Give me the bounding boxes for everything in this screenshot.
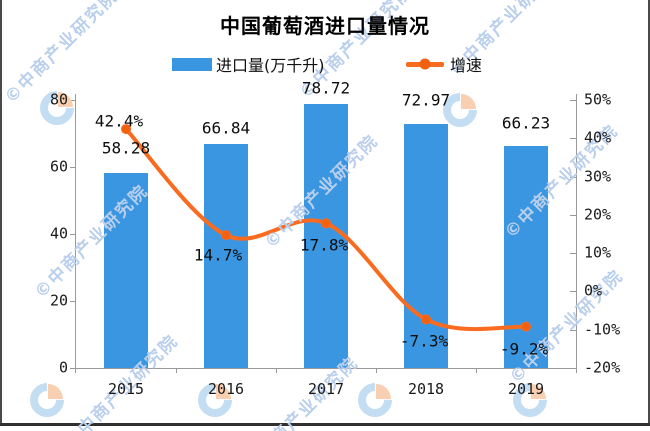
growth-point-2017	[321, 218, 331, 229]
axis-tick	[70, 301, 75, 302]
growth-value-2019: -9.2%	[499, 339, 549, 359]
y-right-tick-20%: 20%	[584, 205, 612, 224]
axis-tick	[570, 138, 576, 140]
axis-tick	[276, 368, 277, 373]
y-left-tick-60: 60	[49, 157, 68, 176]
growth-point-2016	[221, 230, 231, 241]
x-tick-2018: 2018	[407, 380, 445, 398]
y-left-tick-80: 80	[49, 90, 68, 109]
x-tick-2016: 2016	[207, 380, 245, 398]
axis-tick	[570, 214, 576, 216]
axis-tick	[570, 329, 576, 331]
x-tick-2017: 2017	[307, 380, 345, 398]
legend-label-import-volume: 进口量(万千升)	[216, 56, 325, 75]
y-left-tick-0: 0	[58, 358, 68, 377]
legend-label-growth-rate: 增速	[450, 56, 483, 75]
legend-item-import-volume: 进口量(万千升)	[172, 52, 325, 76]
bar-value-2018: 72.97	[401, 90, 451, 110]
axis-tick	[70, 368, 75, 369]
axis-tick	[70, 167, 75, 168]
y-right-tick--20%: -20%	[584, 358, 621, 377]
y-left-tick-20: 20	[49, 291, 68, 310]
line-marker-icon	[419, 58, 431, 70]
y-left-tick-40: 40	[49, 224, 68, 243]
image-bottom-border	[0, 423, 650, 426]
axis-tick	[476, 368, 477, 373]
axis-tick	[70, 100, 75, 101]
y-right-tick--10%: -10%	[584, 320, 621, 339]
growth-value-2015: 42.4%	[94, 111, 144, 131]
axis-tick	[570, 176, 576, 178]
plot-area	[70, 94, 577, 373]
growth-line-series	[121, 124, 531, 332]
y-right-tick-40%: 40%	[584, 128, 612, 147]
y-right-tick-10%: 10%	[584, 243, 612, 262]
growth-value-2018: -7.3%	[399, 331, 449, 351]
logo-c-arc	[350, 375, 400, 425]
legend: 进口量(万千升) 增速	[0, 52, 650, 76]
growth-point-2015	[121, 124, 131, 135]
bar-value-2017: 78.72	[301, 78, 351, 98]
axis-tick	[570, 291, 576, 293]
bar-value-2015: 58.28	[101, 138, 151, 158]
legend-item-growth-rate: 增速	[406, 52, 482, 76]
chart-title: 中国葡萄酒进口量情况	[220, 14, 430, 38]
axis-tick	[570, 253, 576, 255]
growth-line	[124, 127, 528, 332]
x-tick-2019: 2019	[507, 380, 545, 398]
image-right-border	[648, 0, 650, 426]
y-axis-left-line	[75, 94, 76, 369]
watermark-logo-icon	[350, 375, 400, 425]
bar-value-2019: 66.23	[501, 113, 551, 133]
axis-tick	[570, 100, 576, 101]
logo-c-arc	[22, 375, 72, 425]
axis-tick	[176, 368, 177, 373]
logo-wedge	[48, 384, 63, 399]
axis-tick	[570, 368, 576, 369]
bar-value-2016: 66.84	[201, 118, 251, 138]
image-left-border	[0, 0, 2, 426]
axis-tick	[376, 368, 377, 373]
bar-swatch-icon	[172, 57, 212, 71]
growth-point-2019	[521, 321, 531, 332]
axis-tick	[70, 234, 75, 235]
bar-2016	[204, 144, 248, 368]
watermark-logo-icon	[22, 375, 72, 425]
axis-tick	[75, 368, 76, 373]
x-tick-2015: 2015	[107, 380, 145, 398]
y-right-tick-0%: 0%	[584, 281, 603, 300]
logo-wedge	[376, 384, 391, 399]
growth-value-2017: 17.8%	[299, 235, 349, 255]
bar-2018	[404, 123, 448, 368]
growth-value-2016: 14.7%	[193, 245, 243, 265]
growth-point-2018	[421, 314, 431, 325]
bar-2015	[104, 172, 148, 368]
y-right-tick-50%: 50%	[584, 90, 612, 109]
axis-tick	[576, 368, 577, 373]
x-axis-line	[75, 368, 577, 369]
y-axis-right-line	[576, 94, 577, 369]
y-right-tick-30%: 30%	[584, 167, 612, 186]
bar-2017	[304, 104, 348, 368]
line-swatch-icon	[406, 58, 444, 70]
